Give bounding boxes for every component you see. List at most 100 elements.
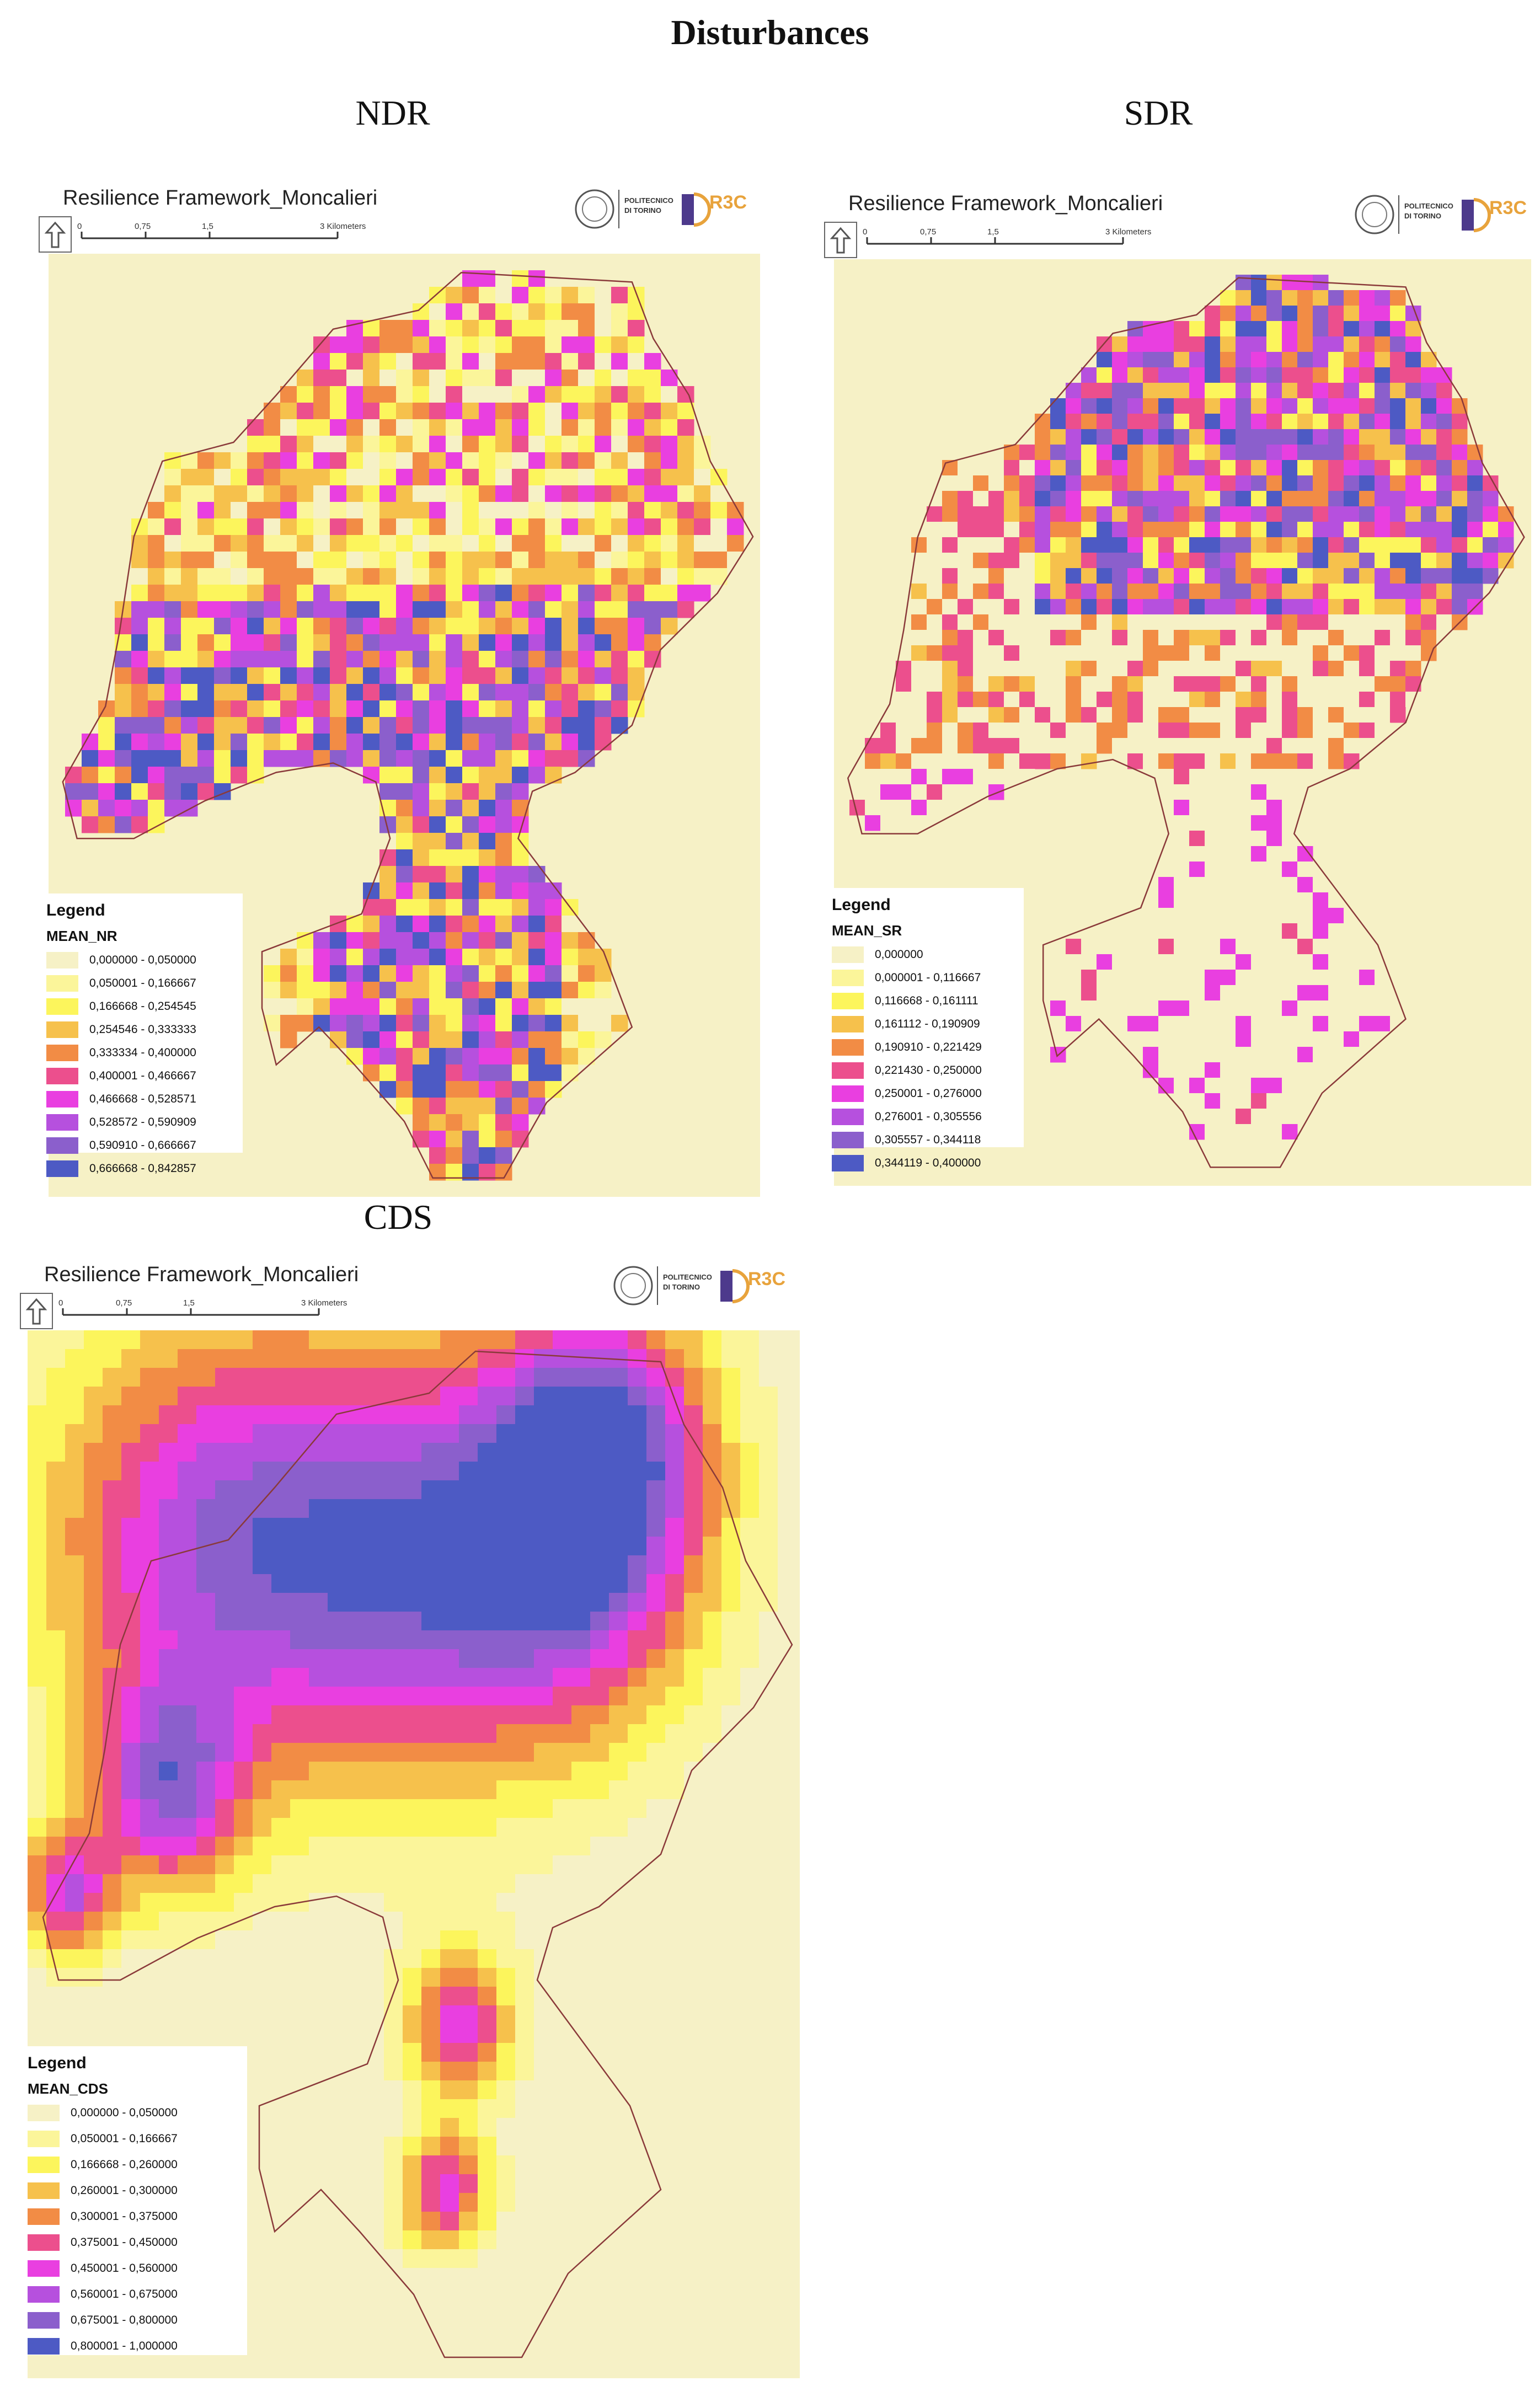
raster-cell [1467,475,1483,491]
raster-cell [1174,475,1190,491]
raster-cell [440,1855,459,1875]
raster-cell [290,1649,309,1668]
raster-cell [740,2099,760,2118]
raster-cell [363,485,380,502]
raster-cell [413,800,430,817]
raster-cell [1375,1016,1391,1032]
raster-cell [365,2099,384,2118]
raster-cell [365,2155,384,2175]
raster-cell [440,1424,459,1443]
raster-cell [595,965,612,982]
raster-cell [1189,723,1205,739]
raster-cell [665,2193,685,2212]
raster-cell [796,1912,800,1931]
raster-cell [84,1330,103,1350]
raster-cell [65,1780,84,1800]
raster-cell [628,386,645,403]
raster-cell [478,1893,497,1912]
raster-cell [429,552,446,569]
raster-cell [646,2043,666,2062]
raster-cell [396,750,413,767]
raster-cell [1158,614,1174,630]
raster-cell [721,2305,741,2325]
raster-cell [115,618,132,635]
raster-cell [495,485,512,502]
raster-cell [264,684,281,701]
raster-cell [1282,645,1298,661]
raster-cell [796,1480,800,1500]
raster-cell [611,452,628,469]
raster-cell [590,1780,609,1800]
raster-cell [328,2287,347,2306]
raster-cell [512,601,529,618]
raster-cell [309,1537,328,1556]
raster-cell [545,535,562,552]
raster-cell [196,1968,216,1987]
raster-cell [1158,954,1174,970]
legend: Legend MEAN_NR 0,000000 - 0,050000 0,0500… [39,893,243,1177]
raster-cell [196,1630,216,1650]
raster-cell [534,1687,553,1706]
raster-cell [1158,352,1174,368]
raster-cell [796,2174,800,2193]
raster-cell [628,1855,647,1875]
raster-cell [478,1593,497,1612]
raster-cell [313,436,330,453]
frame-title: Resilience Framework_Moncalieri [63,186,378,210]
raster-cell [1174,846,1190,862]
raster-cell [927,707,943,723]
raster-cell [363,518,380,536]
raster-cell [65,1630,84,1650]
raster-cell [196,1668,216,1687]
raster-cell [271,1555,291,1575]
raster-cell [164,502,181,519]
raster-cell [231,684,248,701]
raster-cell [703,2005,722,2025]
raster-cell [1375,692,1391,708]
raster-cell [609,1705,628,1725]
raster-cell [628,1818,647,1837]
raster-cell [1251,707,1267,723]
raster-cell [440,1630,459,1650]
raster-cell [1236,738,1252,754]
raster-cell [421,2343,441,2362]
raster-cell [1205,1124,1221,1140]
raster-cell [297,684,314,701]
raster-cell [595,403,612,420]
raster-cell [313,469,330,486]
legend-label: 0,166668 - 0,254545 [89,1000,196,1013]
raster-cell [611,353,628,370]
raster-cell [1282,352,1298,368]
raster-cell [1050,676,1066,692]
raster-cell [346,1015,363,1032]
raster-cell [646,2099,666,2118]
raster-cell [646,1462,666,1481]
raster-cell [46,1555,66,1575]
raster-cell [684,1612,703,1631]
raster-cell [1297,661,1313,677]
raster-cell [1282,367,1298,383]
raster-cell [1205,306,1221,322]
raster-cell [1205,738,1221,754]
raster-cell [665,1480,685,1500]
raster-cell [346,1387,366,1406]
raster-cell [759,1537,778,1556]
raster-cell [1251,831,1267,847]
raster-cell [214,651,231,668]
raster-cell [1143,707,1159,723]
raster-cell [1251,445,1267,461]
raster-cell [578,452,595,469]
raster-cell [1097,584,1113,600]
raster-cell [684,1593,703,1612]
raster-cell [911,584,927,600]
raster-cell [459,1912,478,1931]
raster-cell [1158,908,1174,924]
raster-cell [646,1724,666,1743]
raster-cell [796,1368,800,1387]
raster-cell [628,667,645,684]
raster-cell [1313,692,1329,708]
legend-swatch [46,1114,78,1131]
raster-cell [759,2005,778,2025]
raster-cell [280,552,297,569]
raster-cell [1266,568,1282,584]
